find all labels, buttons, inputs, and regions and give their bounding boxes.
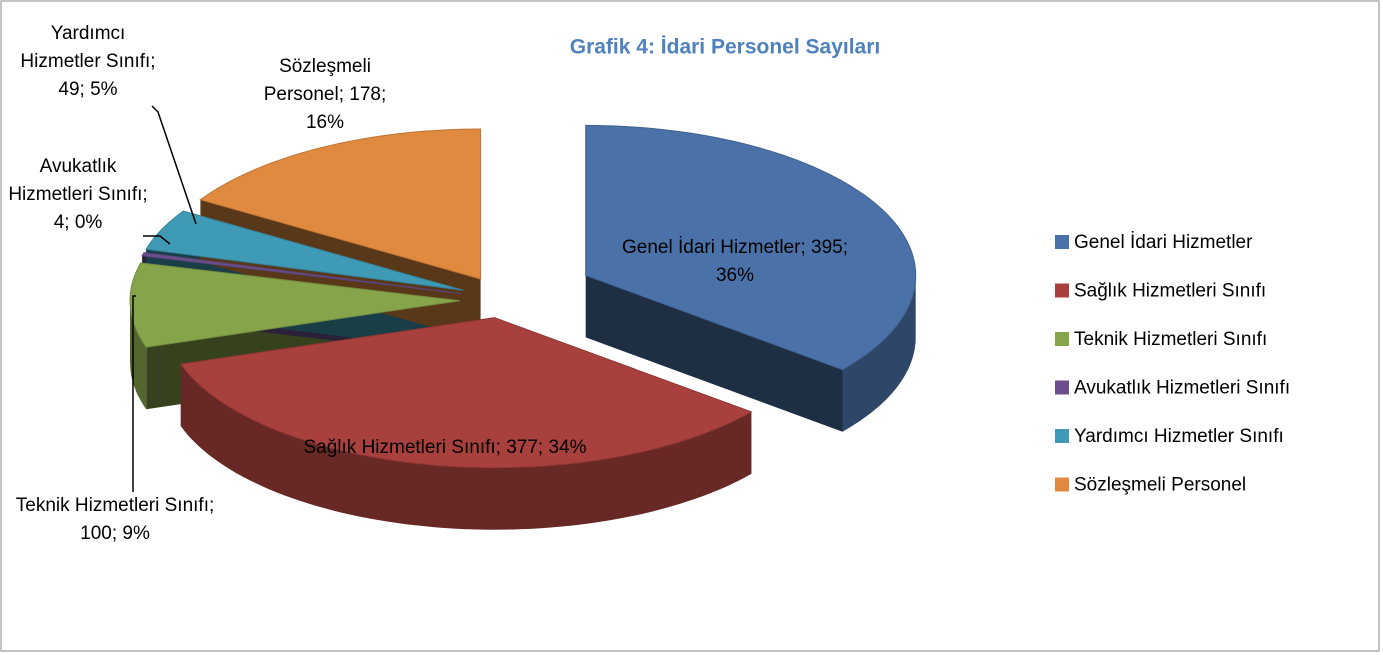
slice <box>129 262 461 348</box>
slice-wall <box>585 275 843 432</box>
slice <box>585 124 917 371</box>
slice-side <box>130 300 147 410</box>
chart-title: Grafik 4: İdari Personel Sayıları <box>570 36 880 59</box>
legend: Genel İdari Hizmetler Sağlık Hizmetleri S… <box>1055 232 1290 496</box>
slice <box>141 252 462 295</box>
legend-label: Yardımcı Hizmetler Sınıfı <box>1074 426 1284 447</box>
legend-swatch <box>1055 380 1069 395</box>
slice <box>179 317 753 469</box>
slice <box>145 210 464 291</box>
data-label: Teknik Hizmetleri Sınıfı; 100; 9% <box>15 495 215 544</box>
legend-label: Genel İdari Hizmetler <box>1074 232 1253 253</box>
data-label: Avukatlık Hizmetleri Sınıfı; 4; 0% <box>8 156 148 233</box>
legend-swatch <box>1055 332 1069 346</box>
data-label: Yardımcı Hizmetler Sınıfı; 49; 5% <box>20 23 156 100</box>
leader-line <box>132 295 136 492</box>
data-label: Genel İdari Hizmetler; 395; 36% <box>622 237 848 286</box>
leader-line <box>143 235 171 245</box>
legend-swatch <box>1055 235 1069 249</box>
data-label: Sağlık Hizmetleri Sınıfı; 377; 34% <box>303 437 587 458</box>
legend-swatch <box>1055 429 1069 443</box>
legend-label: Sağlık Hizmetleri Sınıfı <box>1074 281 1266 302</box>
data-label: Sözleşmeli Personel; 178; 16% <box>263 56 387 133</box>
slice <box>199 128 482 280</box>
slice-side <box>842 275 916 432</box>
legend-swatch <box>1055 283 1069 298</box>
slice-side <box>180 364 752 530</box>
pie <box>129 124 917 530</box>
legend-label: Teknik Hizmetleri Sınıfı <box>1074 329 1267 350</box>
legend-label: Sözleşmeli Personel <box>1074 475 1246 496</box>
leader-line <box>151 105 197 225</box>
legend-label: Avukatlık Hizmetleri Sınıfı <box>1074 378 1290 399</box>
leader-lines <box>132 105 197 492</box>
legend-swatch <box>1055 477 1069 492</box>
